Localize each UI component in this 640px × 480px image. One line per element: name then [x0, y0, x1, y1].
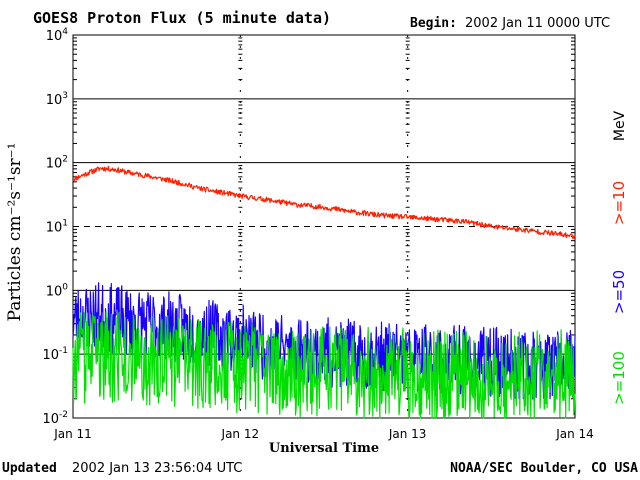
- y-tick-label: 10-1: [42, 346, 68, 363]
- begin-label: Begin:: [410, 16, 457, 31]
- series-layer: [72, 165, 576, 419]
- legend-unit-label: MeV: [612, 110, 628, 141]
- begin-value: 2002 Jan 11 0000 UTC: [465, 16, 610, 31]
- legend-entry-2: >=100: [610, 351, 628, 405]
- x-tick-label: Jan 11: [53, 427, 92, 441]
- plot-area: [72, 34, 576, 419]
- x-tick-label: Jan 12: [221, 427, 260, 441]
- chart-title: GOES8 Proton Flux (5 minute data): [33, 9, 331, 27]
- y-tick-labels: 10-2 10-1 100 101 102 103 104: [42, 27, 68, 427]
- y-tick-label: 102: [46, 155, 68, 172]
- x-tick-labels: Jan 11 Jan 12 Jan 13 Jan 14: [53, 427, 594, 441]
- legend-entry-1: >=50: [610, 270, 628, 314]
- legend: MeV >=10 >=50 >=100: [610, 110, 628, 404]
- y-axis-label: Particles cm⁻²s⁻¹sr⁻¹: [5, 143, 25, 322]
- x-axis-label: Universal Time: [269, 441, 379, 456]
- updated-label: Updated: [2, 461, 57, 476]
- y-tick-label: 10-2: [42, 410, 68, 427]
- series-line-2: [72, 311, 576, 419]
- x-tick-label: Jan 13: [388, 427, 427, 441]
- updated-value: 2002 Jan 13 23:56:04 UTC: [72, 461, 242, 476]
- y-tick-label: 101: [46, 219, 68, 236]
- series-line-1: [72, 282, 576, 400]
- y-tick-label: 100: [46, 282, 69, 299]
- y-tick-label: 104: [46, 27, 69, 44]
- x-tick-label: Jan 14: [555, 427, 594, 441]
- source-credit: NOAA/SEC Boulder, CO USA: [450, 461, 638, 476]
- legend-entry-0: >=10: [610, 181, 628, 225]
- y-tick-label: 103: [46, 91, 68, 108]
- series-line-0: [72, 165, 576, 240]
